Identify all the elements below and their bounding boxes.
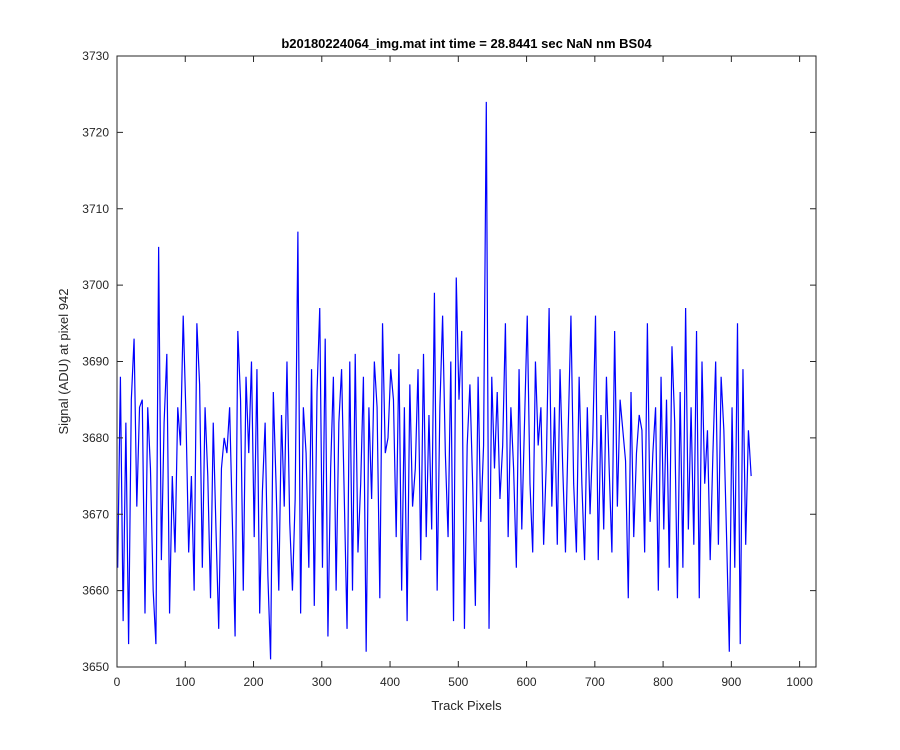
- y-tick-label: 3690: [82, 355, 109, 369]
- plot-area: [117, 56, 816, 667]
- x-tick-label: 400: [380, 675, 400, 689]
- y-tick-label: 3700: [82, 278, 109, 292]
- x-tick-label: 700: [585, 675, 605, 689]
- x-tick-label: 100: [175, 675, 195, 689]
- series-layer: [117, 101, 752, 660]
- plot-frame: [116, 55, 817, 668]
- y-tick-label: 3710: [82, 202, 109, 216]
- y-tick-label: 3680: [82, 431, 109, 445]
- y-tick-label: 3670: [82, 507, 109, 521]
- y-tick-label: 3720: [82, 125, 109, 139]
- x-tick-label: 800: [653, 675, 673, 689]
- y-tick-label: 3660: [82, 584, 109, 598]
- x-axis-label: Track Pixels: [431, 698, 502, 713]
- y-tick-label: 3650: [82, 660, 109, 674]
- x-tick-label: 0: [114, 675, 121, 689]
- x-tick-label: 900: [721, 675, 741, 689]
- x-tick-label: 500: [448, 675, 468, 689]
- y-axis-label: Signal (ADU) at pixel 942: [56, 289, 71, 435]
- ticks-layer: 0 100 200 300 400 500 600 700 800 900 1000 3650 3660…: [82, 49, 816, 689]
- series-line: [117, 101, 752, 660]
- x-tick-label: 200: [244, 675, 264, 689]
- y-tick-label: 3730: [82, 49, 109, 63]
- x-tick-label: 600: [517, 675, 537, 689]
- x-tick-label: 300: [312, 675, 332, 689]
- x-tick-label: 1000: [786, 675, 813, 689]
- chart-title: b20180224064_img.mat int time = 28.8441 …: [281, 36, 652, 51]
